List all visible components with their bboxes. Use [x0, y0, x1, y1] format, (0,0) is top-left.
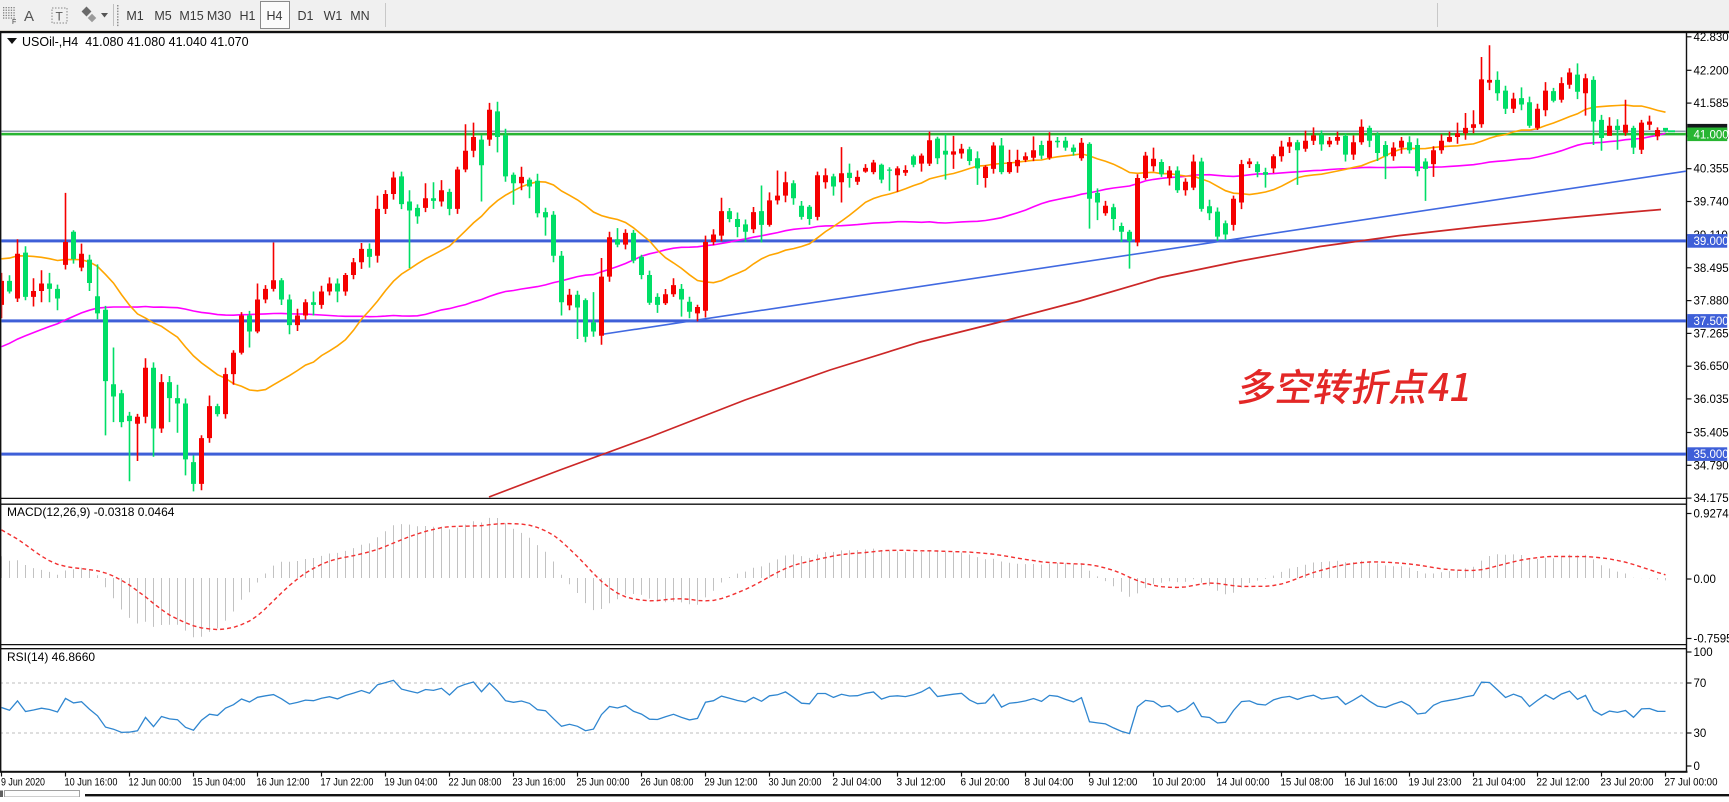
svg-text:0.00: 0.00 — [1694, 574, 1716, 586]
svg-text:16 Jun 12:00: 16 Jun 12:00 — [257, 777, 310, 789]
svg-text:37.265: 37.265 — [1694, 328, 1729, 340]
svg-text:21 Jul 04:00: 21 Jul 04:00 — [1473, 777, 1526, 789]
svg-text:10 Jun 16:00: 10 Jun 16:00 — [65, 777, 118, 789]
svg-text:19 Jul 23:00: 19 Jul 23:00 — [1409, 777, 1462, 789]
svg-text:M30: M30 — [207, 9, 231, 23]
svg-text:29 Jun 12:00: 29 Jun 12:00 — [705, 777, 758, 789]
svg-text:39.000: 39.000 — [1694, 236, 1729, 248]
svg-text:27 Jul 00:00: 27 Jul 00:00 — [1665, 777, 1718, 789]
svg-text:17 Jun 22:00: 17 Jun 22:00 — [321, 777, 374, 789]
svg-text:15 Jul 08:00: 15 Jul 08:00 — [1281, 777, 1334, 789]
svg-text:22 Jun 08:00: 22 Jun 08:00 — [449, 777, 502, 789]
svg-text:12 Jun 00:00: 12 Jun 00:00 — [129, 777, 182, 789]
svg-text:41.000: 41.000 — [1694, 129, 1729, 141]
svg-text:41.585: 41.585 — [1694, 98, 1729, 110]
svg-text:70: 70 — [1694, 678, 1707, 690]
svg-text:8 Jul 04:00: 8 Jul 04:00 — [1025, 777, 1074, 789]
svg-text:T: T — [56, 10, 64, 24]
svg-text:MACD(12,26,9) -0.0318 0.0464: MACD(12,26,9) -0.0318 0.0464 — [7, 505, 175, 519]
svg-text:16 Jul 16:00: 16 Jul 16:00 — [1345, 777, 1398, 789]
svg-text:25 Jun 00:00: 25 Jun 00:00 — [577, 777, 630, 789]
svg-text:6 Jul 20:00: 6 Jul 20:00 — [961, 777, 1010, 789]
svg-text:30: 30 — [1694, 728, 1707, 740]
svg-text:9 Jul 12:00: 9 Jul 12:00 — [1089, 777, 1138, 789]
svg-text:26 Jun 08:00: 26 Jun 08:00 — [641, 777, 694, 789]
svg-text:37.880: 37.880 — [1694, 296, 1729, 308]
svg-text:100: 100 — [1694, 647, 1713, 659]
svg-text:0: 0 — [1694, 761, 1700, 773]
svg-text:M15: M15 — [179, 9, 203, 23]
svg-text:A: A — [24, 8, 34, 25]
svg-text:34.175: 34.175 — [1694, 493, 1729, 505]
svg-text:36.035: 36.035 — [1694, 394, 1729, 406]
svg-text:M1: M1 — [126, 9, 143, 23]
svg-text:23 Jul 20:00: 23 Jul 20:00 — [1601, 777, 1654, 789]
svg-text:30 Jun 20:00: 30 Jun 20:00 — [769, 777, 822, 789]
svg-text:40.355: 40.355 — [1694, 164, 1729, 176]
svg-text:22 Jul 12:00: 22 Jul 12:00 — [1537, 777, 1590, 789]
svg-text:F: F — [12, 19, 16, 26]
svg-text:M5: M5 — [154, 9, 171, 23]
svg-text:36.650: 36.650 — [1694, 361, 1729, 373]
svg-text:W1: W1 — [324, 9, 343, 23]
svg-text:35.405: 35.405 — [1694, 428, 1729, 440]
svg-text:14 Jul 00:00: 14 Jul 00:00 — [1217, 777, 1270, 789]
svg-text:19 Jun 04:00: 19 Jun 04:00 — [385, 777, 438, 789]
svg-text:RSI(14) 46.8660: RSI(14) 46.8660 — [7, 650, 95, 664]
svg-text:D1: D1 — [298, 9, 314, 23]
svg-text:2 Jul 04:00: 2 Jul 04:00 — [833, 777, 882, 789]
svg-text:MN: MN — [350, 9, 369, 23]
svg-text:42.200: 42.200 — [1694, 65, 1729, 77]
svg-text:H1: H1 — [240, 9, 256, 23]
svg-text:39.740: 39.740 — [1694, 197, 1729, 209]
svg-text:35.000: 35.000 — [1694, 449, 1729, 461]
svg-text:37.500: 37.500 — [1694, 316, 1729, 328]
svg-text:15 Jun 04:00: 15 Jun 04:00 — [193, 777, 246, 789]
svg-text:34.790: 34.790 — [1694, 460, 1729, 472]
svg-text:23 Jun 16:00: 23 Jun 16:00 — [513, 777, 566, 789]
svg-text:3 Jul 12:00: 3 Jul 12:00 — [897, 777, 946, 789]
svg-text:0.9274: 0.9274 — [1694, 509, 1729, 521]
svg-text:-0.7595: -0.7595 — [1694, 634, 1729, 646]
svg-text:H4: H4 — [267, 9, 283, 23]
svg-text:USOil-,H4 41.080 41.080 41.04: USOil-,H4 41.080 41.080 41.040 41.070 — [22, 35, 249, 49]
svg-text:38.495: 38.495 — [1694, 263, 1729, 275]
svg-text:42.830: 42.830 — [1694, 32, 1729, 44]
svg-text:10 Jul 20:00: 10 Jul 20:00 — [1153, 777, 1206, 789]
svg-text:9 Jun 2020: 9 Jun 2020 — [1, 777, 45, 789]
